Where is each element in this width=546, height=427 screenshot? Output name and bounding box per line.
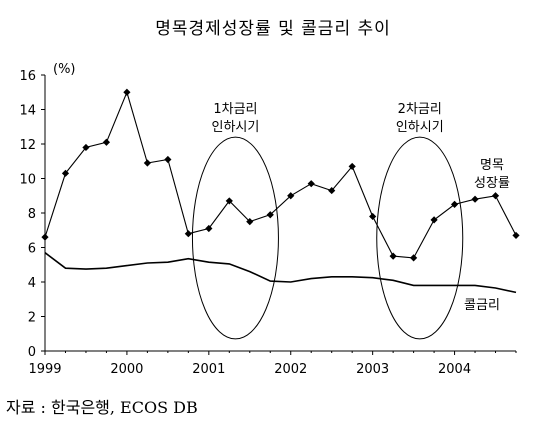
data-point — [369, 212, 377, 221]
annotation-ellipses — [191, 136, 464, 340]
series-label-nominal-growth: 명목 — [480, 158, 504, 173]
data-point — [205, 224, 213, 233]
annotation-ellipse — [191, 136, 279, 340]
data-point — [184, 230, 192, 238]
data-point — [410, 254, 418, 262]
labels: 0 2 4 6 8 10 12 14 16 (%) 1999 2000 2001 2002 2003 2004… — [19, 62, 510, 377]
x-tick-label: 2000 — [110, 362, 143, 377]
y-unit-label: (%) — [53, 62, 76, 77]
y-tick-label: 6 — [28, 242, 36, 257]
data-point — [450, 200, 459, 208]
data-point — [225, 197, 233, 205]
data-point — [61, 169, 70, 177]
data-point — [123, 88, 131, 96]
y-tick-label: 2 — [28, 311, 36, 326]
series-label-nominal-growth: 성장률 — [474, 176, 510, 191]
series-label-call-rate: 콜금리 — [464, 298, 500, 313]
source-note: 자료 : 한국은행, ECOS DB — [6, 398, 198, 417]
x-tick-label: 2001 — [192, 362, 225, 377]
y-tick-label: 10 — [19, 173, 36, 188]
series-line-2 — [44, 252, 517, 294]
data-point — [287, 192, 295, 200]
y-tick-label: 0 — [28, 345, 36, 360]
data-point — [82, 143, 90, 152]
data-point — [348, 162, 356, 171]
data-point — [328, 186, 336, 195]
y-tick-label: 14 — [19, 104, 36, 119]
y-tick-label: 8 — [28, 207, 36, 222]
data-point — [266, 211, 274, 219]
data-point — [430, 216, 438, 224]
annotation-ellipse — [376, 136, 464, 340]
data-point — [471, 195, 479, 203]
data-point — [491, 192, 500, 200]
y-tick-label: 12 — [19, 138, 36, 153]
x-tick-label: 2004 — [438, 362, 471, 377]
x-tick-label: 2003 — [356, 362, 389, 377]
data-point — [246, 218, 254, 226]
series-line-1 — [44, 90, 517, 259]
annotation-label: 2차금리 — [398, 102, 442, 117]
axes — [41, 74, 517, 355]
data-point — [102, 138, 111, 146]
y-tick-label: 4 — [28, 276, 36, 291]
annotation-label: 인하시기 — [212, 120, 260, 135]
data-point — [307, 180, 315, 188]
chart-title: 명목경제성장률 및 콜금리 추이 — [155, 19, 391, 39]
data-point — [512, 231, 520, 240]
x-tick-label: 2002 — [274, 362, 307, 377]
series-layer — [41, 88, 520, 294]
annotation-label: 1차금리 — [213, 102, 257, 117]
data-point — [164, 155, 172, 164]
y-tick-label: 16 — [19, 69, 36, 84]
annotation-label: 인하시기 — [396, 120, 444, 135]
data-point — [143, 159, 151, 167]
x-tick-label: 1999 — [28, 362, 61, 377]
data-point — [389, 252, 397, 260]
data-point — [41, 233, 49, 241]
